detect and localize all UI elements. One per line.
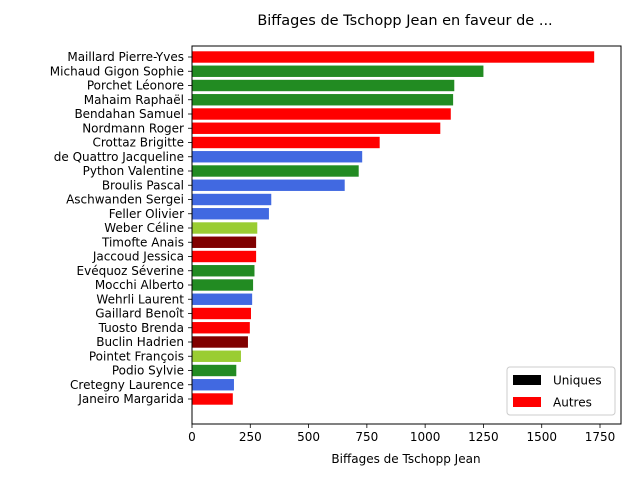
x-tick-label: 1500 [526, 430, 557, 444]
y-tick-label: de Quattro Jacqueline [54, 150, 184, 164]
x-axis-label: Biffages de Tschopp Jean [331, 452, 480, 466]
x-tick-label: 0 [188, 430, 196, 444]
bar [192, 236, 257, 248]
x-tick-label: 1250 [468, 430, 499, 444]
y-tick-label: Jaccoud Jessica [92, 250, 184, 264]
plot-frame [191, 45, 622, 425]
y-tick-label: Janeiro Margarida [77, 392, 184, 406]
y-tick-label: Weber Céline [104, 221, 184, 235]
y-tick-label: Buclin Hadrien [96, 335, 184, 349]
y-tick-label: Cretegny Laurence [70, 378, 184, 392]
y-tick-label: Podio Sylvie [112, 364, 184, 378]
legend: Uniques Autres [506, 366, 616, 416]
bar [192, 179, 345, 191]
bar [192, 322, 250, 334]
bar [192, 379, 234, 391]
legend-label-uniques: Uniques [553, 374, 602, 388]
y-tick-label: Aschwanden Sergei [66, 193, 184, 207]
y-tick-label: Mocchi Alberto [95, 278, 184, 292]
legend-swatch-uniques [513, 375, 541, 385]
bar [192, 364, 237, 377]
y-tick-label: Tuosto Brenda [98, 321, 184, 335]
bar [192, 250, 257, 263]
bar [192, 65, 484, 77]
legend-label-autres: Autres [553, 396, 592, 410]
x-tick-label: 1750 [585, 430, 616, 444]
bar [192, 293, 253, 305]
x-tick-labels: 0 250 500 750 1000 1250 1500 1750 [188, 424, 615, 444]
y-tick-label: Feller Olivier [109, 207, 184, 221]
chart-title: Biffages de Tschopp Jean en faveur de ..… [257, 13, 552, 29]
bar [192, 165, 359, 177]
x-tick-label: 1000 [410, 430, 441, 444]
bar [192, 108, 451, 120]
bar [192, 51, 595, 63]
bar [192, 279, 254, 291]
bar [192, 393, 233, 405]
bar [192, 94, 454, 106]
bar [192, 151, 363, 163]
bar [192, 336, 248, 348]
y-tick-label: Pointet François [89, 349, 184, 363]
y-tick-label: Timofte Anais [101, 235, 184, 249]
x-tick-label: 750 [355, 430, 378, 444]
y-tick-label: Wehrli Laurent [96, 292, 184, 306]
bar [192, 79, 455, 92]
bar [192, 307, 251, 320]
bar [192, 193, 272, 206]
bars-layer [192, 51, 595, 405]
y-tick-label: Crottaz Brigitte [92, 136, 184, 150]
y-tick-label: Gaillard Benoît [95, 307, 184, 321]
y-tick-label: Porchet Léonore [87, 79, 184, 93]
y-tick-label: Michaud Gigon Sophie [50, 64, 184, 78]
bar [192, 208, 269, 220]
bar [192, 265, 255, 277]
y-tick-label: Broulis Pascal [102, 178, 184, 192]
x-tick-label: 250 [239, 430, 262, 444]
bar [192, 136, 380, 149]
y-tick-label: Python Valentine [83, 164, 184, 178]
y-tick-label: Maillard Pierre-Yves [67, 50, 184, 64]
bar [192, 122, 441, 134]
y-tick-label: Evéquoz Séverine [77, 264, 184, 278]
bar [192, 350, 241, 362]
x-tick-label: 500 [297, 430, 320, 444]
y-tick-label: Bendahan Samuel [74, 107, 184, 121]
bar [192, 222, 258, 234]
y-tick-label: Nordmann Roger [82, 121, 184, 135]
y-tick-label: Mahaim Raphaël [84, 93, 184, 107]
legend-swatch-autres [513, 397, 541, 407]
